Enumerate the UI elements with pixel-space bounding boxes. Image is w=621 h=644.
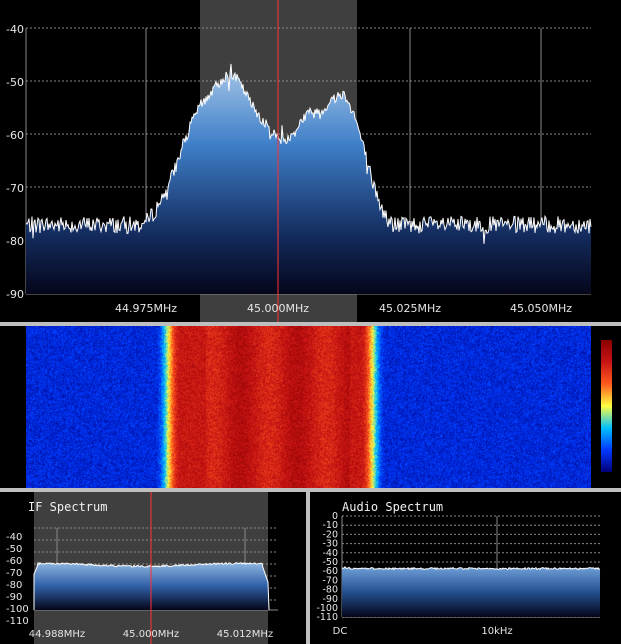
- y-tick-label: -40: [6, 23, 24, 36]
- y-tick-label: -90: [322, 594, 338, 605]
- y-tick-label: -90: [6, 592, 22, 603]
- if-spectrum-title: IF Spectrum: [28, 500, 107, 514]
- y-tick-label: -100: [6, 604, 29, 615]
- if-spectrum-panel[interactable]: IF Spectrum -40 -50 -60 -70 -80 -90 -100…: [0, 492, 306, 644]
- y-tick-label: -70: [6, 182, 24, 195]
- y-tick-label: -80: [6, 580, 22, 591]
- x-tick-label: DC: [333, 626, 348, 637]
- x-tick-label: 44.988MHz: [29, 629, 85, 640]
- y-tick-label: -70: [6, 568, 22, 579]
- y-tick-label: 0: [332, 511, 338, 522]
- panel-divider[interactable]: [306, 492, 310, 644]
- spectrum-trace: [25, 63, 592, 244]
- y-tick-label: -110: [316, 612, 338, 623]
- y-tick-label: -40: [6, 532, 22, 543]
- panel-divider[interactable]: [0, 488, 621, 492]
- y-tick-label: -90: [6, 288, 24, 301]
- audio-y-axis: 0-10-20-30-40-50-60-70-80-90-100-110: [316, 511, 338, 623]
- main-spectrum-plot[interactable]: -40 -50 -60 -70 -80 -90 44.975MHz 45.000…: [0, 0, 621, 322]
- x-tick-label: 10kHz: [481, 626, 512, 637]
- audio-spectrum-plot[interactable]: Audio Spectrum 0-10-20-30-40-50-60-70-80…: [310, 492, 621, 644]
- x-tick-label: 45.000MHz: [123, 629, 179, 640]
- x-tick-label: 45.000MHz: [247, 302, 309, 315]
- y-tick-label: -80: [6, 235, 24, 248]
- y-tick-label: -20: [322, 529, 338, 540]
- y-tick-label: -60: [322, 566, 338, 577]
- if-y-axis: -40 -50 -60 -70 -80 -90 -100 -110: [6, 532, 29, 627]
- audio-x-axis: DC 10kHz: [333, 626, 513, 637]
- x-tick-label: 45.025MHz: [379, 302, 441, 315]
- if-spectrum-plot[interactable]: IF Spectrum -40 -50 -60 -70 -80 -90 -100…: [0, 492, 306, 644]
- y-tick-label: -40: [322, 548, 338, 559]
- spectrum-fill: [26, 63, 591, 295]
- x-tick-label: 44.975MHz: [115, 302, 177, 315]
- waterfall-panel[interactable]: [0, 326, 621, 488]
- audio-spectrum-title: Audio Spectrum: [342, 500, 443, 514]
- y-tick-label: -70: [322, 575, 338, 586]
- y-tick-label: -50: [6, 76, 24, 89]
- audio-spectrum-trace: [341, 565, 601, 571]
- y-tick-label: -50: [6, 544, 22, 555]
- y-tick-label: -60: [6, 556, 22, 567]
- panel-divider[interactable]: [0, 322, 621, 326]
- y-tick-label: -110: [6, 616, 29, 627]
- audio-spectrum-fill: [342, 566, 600, 617]
- x-tick-label: 45.050MHz: [510, 302, 572, 315]
- main-x-axis: 44.975MHz 45.000MHz 45.025MHz 45.050MHz: [115, 302, 572, 315]
- if-x-axis: 44.988MHz 45.000MHz 45.012MHz: [29, 629, 273, 640]
- x-tick-label: 45.012MHz: [217, 629, 273, 640]
- y-tick-label: -10: [322, 520, 338, 531]
- y-tick-label: -60: [6, 129, 24, 142]
- y-tick-label: -50: [322, 557, 338, 568]
- y-tick-label: -100: [316, 603, 338, 614]
- main-y-axis: -40 -50 -60 -70 -80 -90: [6, 23, 24, 301]
- audio-spectrum-panel[interactable]: Audio Spectrum 0 -10 -20 -30 -40 -50 -60 -70 -80…: [310, 492, 621, 644]
- y-tick-label: -30: [322, 539, 338, 550]
- y-tick-label: -80: [322, 585, 338, 596]
- waterfall-color-scale: [601, 340, 612, 472]
- waterfall-display[interactable]: [26, 326, 591, 488]
- main-spectrum-panel[interactable]: -40 -50 -60 -70 -80 -90 44.975MHz 45.000…: [0, 0, 621, 322]
